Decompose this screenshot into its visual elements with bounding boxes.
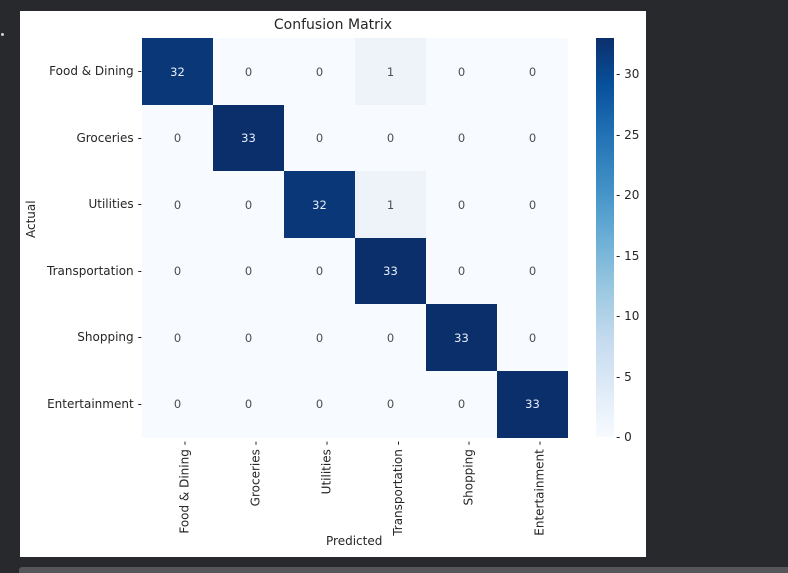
heatmap-cell: 32 — [142, 38, 213, 105]
heatmap-cell: 0 — [284, 104, 355, 172]
colorbar — [596, 38, 614, 437]
y-tick-label: Transportation - — [47, 263, 142, 278]
heatmap-cell: 0 — [284, 237, 355, 305]
heatmap-cell: 0 — [497, 237, 568, 305]
heatmap-cell: 0 — [426, 104, 497, 172]
heatmap-cell: 0 — [284, 38, 355, 105]
colorbar-tick-label: - 25 — [616, 127, 640, 142]
heatmap-cell: 0 — [284, 370, 355, 438]
heatmap-cell: 0 — [284, 304, 355, 371]
heatmap-cell: 0 — [426, 171, 497, 238]
heatmap-cell: 0 — [355, 370, 426, 438]
heatmap-cell: 0 — [213, 304, 284, 371]
heatmap-cell: 0 — [426, 370, 497, 438]
heatmap-cell: 0 — [497, 171, 568, 238]
heatmap-cell: 0 — [213, 171, 284, 238]
heatmap-cell: 0 — [426, 237, 497, 305]
y-tick-label: Utilities - — [88, 197, 142, 212]
heatmap-cell: 0 — [355, 104, 426, 172]
heatmap-cell: 0 — [213, 38, 284, 105]
heatmap-cell: 33 — [497, 370, 568, 438]
heatmap-cell: 0 — [497, 104, 568, 172]
y-tick-label: Entertainment - — [47, 396, 142, 411]
y-tick-label: Groceries - — [76, 130, 142, 145]
horizontal-scrollbar[interactable] — [19, 567, 788, 573]
confusion-matrix-heatmap: 32 0 0 1 0 0 0 33 0 0 0 0 0 0 32 1 0 0 0 0 0 33 0 0 0 0 0 0 33 0 0 0 0 0 0… — [142, 38, 568, 438]
heatmap-cell: 33 — [426, 304, 497, 371]
colorbar-tick-label: - 30 — [616, 67, 640, 82]
heatmap-cell: 1 — [355, 38, 426, 105]
chart-output-panel: Confusion Matrix Actual Predicted Food &… — [20, 11, 646, 557]
heatmap-cell: 0 — [213, 370, 284, 438]
heatmap-cell: 32 — [284, 171, 355, 238]
heatmap-cell: 0 — [142, 171, 213, 238]
heatmap-cell: 0 — [213, 237, 284, 305]
heatmap-cell: 0 — [497, 304, 568, 371]
heatmap-cell: 0 — [426, 38, 497, 105]
heatmap-cell: 0 — [142, 237, 213, 305]
heatmap-cell: 0 — [142, 370, 213, 438]
colorbar-tick-label: - 10 — [616, 309, 640, 324]
heatmap-cell: 0 — [142, 304, 213, 371]
heatmap-cell: 0 — [355, 304, 426, 371]
colorbar-tick-label: - 20 — [616, 188, 640, 203]
y-tick-label: Food & Dining - — [49, 64, 142, 79]
heatmap-cell: 1 — [355, 171, 426, 238]
y-axis-label: Actual — [24, 200, 38, 238]
heatmap-cell: 0 — [142, 104, 213, 172]
x-axis-label: Predicted — [326, 534, 383, 548]
chart-title: Confusion Matrix — [273, 17, 393, 33]
heatmap-cell: 33 — [355, 237, 426, 305]
heatmap-cell: 33 — [213, 104, 284, 172]
colorbar-tick-label: - 15 — [616, 248, 640, 263]
y-tick-label: Shopping - — [77, 330, 142, 345]
colorbar-tick-label: - 5 — [616, 369, 632, 384]
heatmap-cell: 0 — [497, 38, 568, 105]
window-dot-indicator — [1, 33, 4, 36]
colorbar-tick-label: - 0 — [616, 430, 632, 444]
